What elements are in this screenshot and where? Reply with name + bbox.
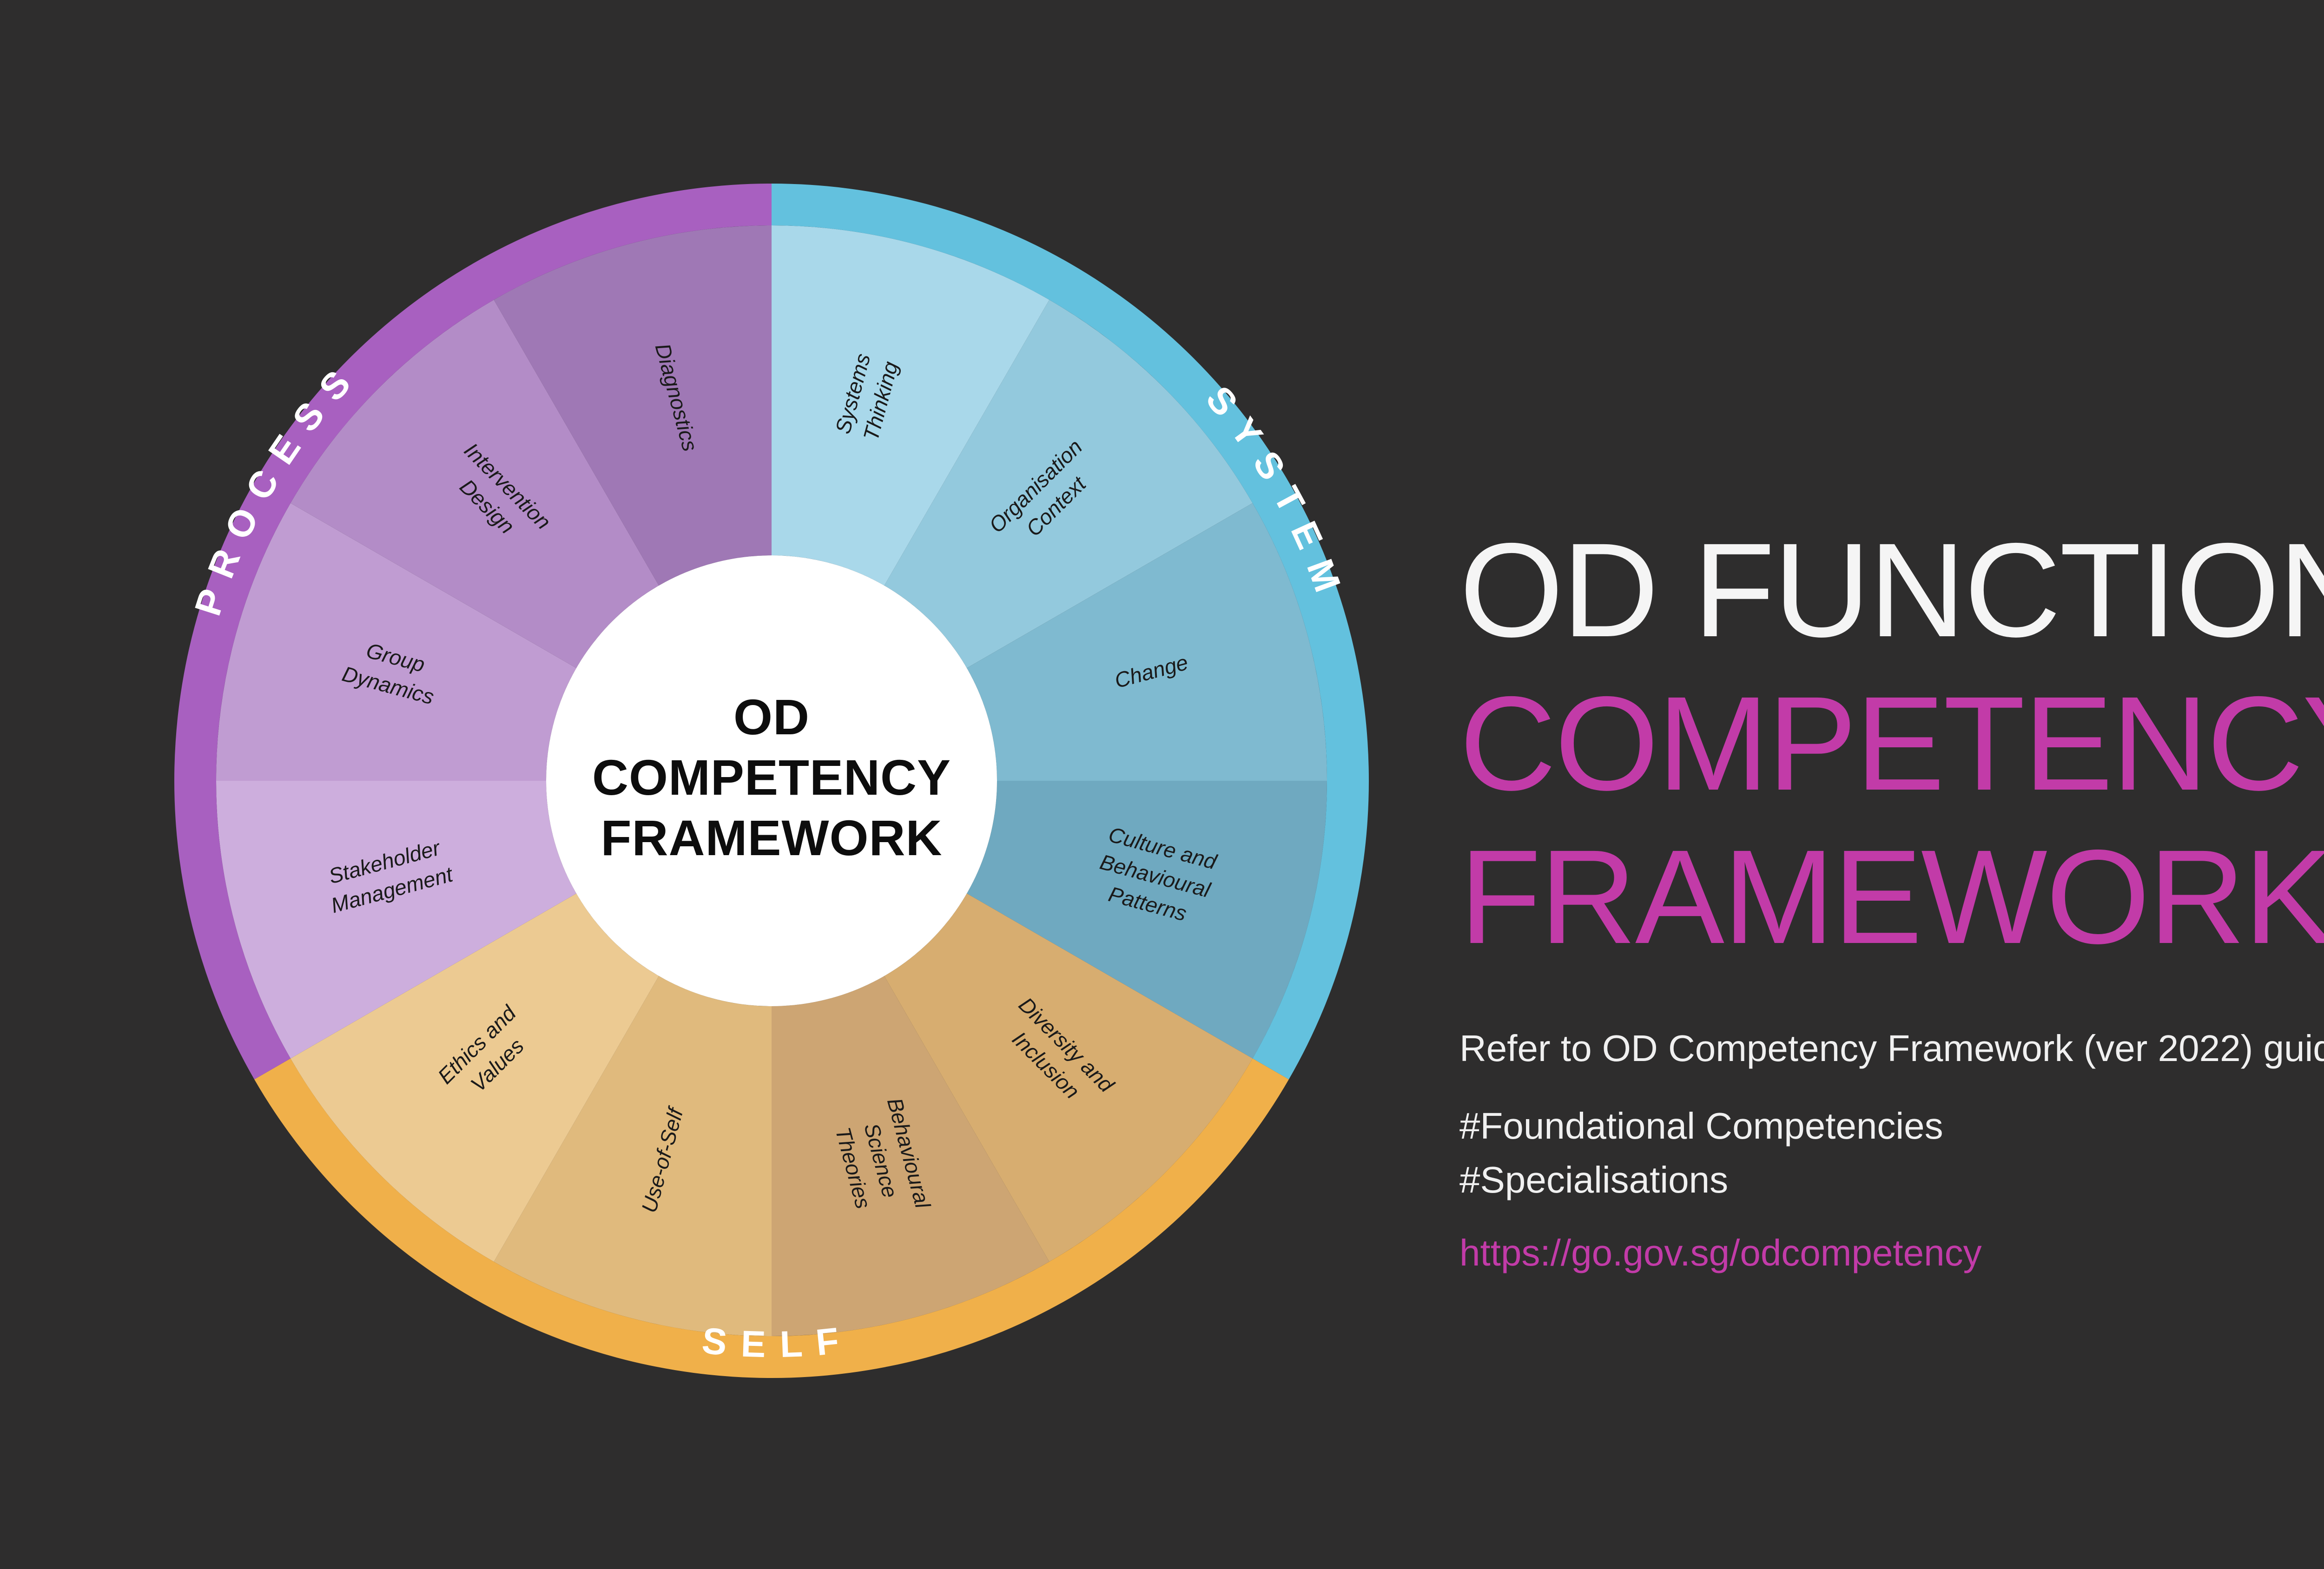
svg-text:COMPETENCY: COMPETENCY [592, 749, 951, 805]
svg-text:S E L F: S E L F [700, 1319, 843, 1365]
svg-text:FRAMEWORK: FRAMEWORK [601, 810, 943, 866]
svg-text:OD: OD [733, 689, 810, 745]
